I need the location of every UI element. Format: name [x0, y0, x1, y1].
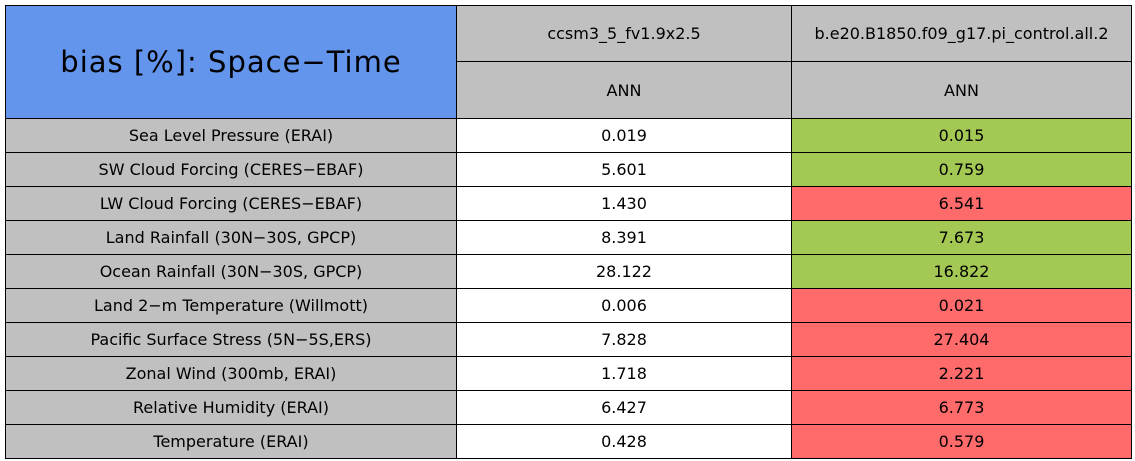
cell-text: Land Rainfall (30N−30S, GPCP)	[105, 228, 357, 247]
cell-text: 0.015	[938, 126, 985, 145]
cell-text: Pacific Surface Stress (5N−5S,ERS)	[90, 330, 372, 349]
cell-text: Ocean Rainfall (30N−30S, GPCP)	[99, 262, 363, 281]
column-season: ANN	[791, 61, 1132, 119]
row-label: Temperature (ERAI)	[5, 424, 457, 459]
cell-text: 7.673	[938, 228, 985, 247]
cell-text: 2.221	[938, 364, 985, 383]
row-label: LW Cloud Forcing (CERES−EBAF)	[5, 186, 457, 221]
value-cell: 2.221	[791, 356, 1132, 391]
value-cell: 0.019	[456, 118, 792, 153]
row-label: Sea Level Pressure (ERAI)	[5, 118, 457, 153]
cell-text: 0.006	[601, 296, 647, 315]
value-cell: 27.404	[791, 322, 1132, 357]
cell-text: ANN	[606, 80, 642, 100]
cell-text: 27.404	[933, 330, 990, 349]
value-cell: 1.718	[456, 356, 792, 391]
value-cell: 1.430	[456, 186, 792, 221]
value-cell: 0.015	[791, 118, 1132, 153]
table-title: bias [%]: Space−Time	[5, 5, 457, 119]
row-label: SW Cloud Forcing (CERES−EBAF)	[5, 152, 457, 187]
cell-text: Sea Level Pressure (ERAI)	[128, 126, 334, 145]
cell-text: 0.428	[601, 432, 647, 451]
cell-text: Land 2−m Temperature (Willmott)	[93, 296, 368, 315]
value-cell: 16.822	[791, 254, 1132, 289]
cell-text: 7.828	[601, 330, 647, 349]
cell-text: 0.759	[938, 160, 985, 179]
value-cell: 0.021	[791, 288, 1132, 323]
cell-text: ccsm3_5_fv1.9x2.5	[547, 24, 701, 43]
cell-text: 1.430	[601, 194, 647, 213]
cell-text: bias [%]: Space−Time	[60, 45, 402, 79]
value-cell: 8.391	[456, 220, 792, 255]
cell-text: Relative Humidity (ERAI)	[133, 398, 329, 417]
value-cell: 0.006	[456, 288, 792, 323]
cell-text: 28.122	[596, 262, 652, 281]
value-cell: 6.427	[456, 390, 792, 425]
row-label: Zonal Wind (300mb, ERAI)	[5, 356, 457, 391]
cell-text: ANN	[944, 80, 979, 100]
row-label: Relative Humidity (ERAI)	[5, 390, 457, 425]
column-case: ccsm3_5_fv1.9x2.5	[456, 5, 792, 62]
cell-text: 8.391	[601, 228, 647, 247]
value-cell: 7.673	[791, 220, 1132, 255]
cell-text: 6.773	[938, 398, 985, 417]
cell-text: 1.718	[601, 364, 647, 383]
cell-text: Temperature (ERAI)	[153, 432, 309, 451]
cell-text: b.e20.B1850.f09_g17.pi_control.all.2	[814, 24, 1109, 43]
value-cell: 5.601	[456, 152, 792, 187]
cell-text: 0.579	[938, 432, 985, 451]
cell-text: Zonal Wind (300mb, ERAI)	[125, 364, 337, 383]
cell-text: SW Cloud Forcing (CERES−EBAF)	[98, 160, 364, 179]
column-season: ANN	[456, 61, 792, 119]
cell-text: 6.427	[601, 398, 647, 417]
cell-text: LW Cloud Forcing (CERES−EBAF)	[99, 194, 363, 213]
cell-text: 0.021	[938, 296, 985, 315]
value-cell: 6.773	[791, 390, 1132, 425]
value-cell: 28.122	[456, 254, 792, 289]
row-label: Land 2−m Temperature (Willmott)	[5, 288, 457, 323]
row-label: Pacific Surface Stress (5N−5S,ERS)	[5, 322, 457, 357]
cell-text: 5.601	[601, 160, 647, 179]
cell-text: 6.541	[938, 194, 985, 213]
row-label: Land Rainfall (30N−30S, GPCP)	[5, 220, 457, 255]
cell-text: 16.822	[933, 262, 990, 281]
row-label: Ocean Rainfall (30N−30S, GPCP)	[5, 254, 457, 289]
cell-text: 0.019	[601, 126, 647, 145]
value-cell: 0.428	[456, 424, 792, 459]
value-cell: 7.828	[456, 322, 792, 357]
value-cell: 0.759	[791, 152, 1132, 187]
value-cell: 0.579	[791, 424, 1132, 459]
value-cell: 6.541	[791, 186, 1132, 221]
column-case: b.e20.B1850.f09_g17.pi_control.all.2	[791, 5, 1132, 62]
